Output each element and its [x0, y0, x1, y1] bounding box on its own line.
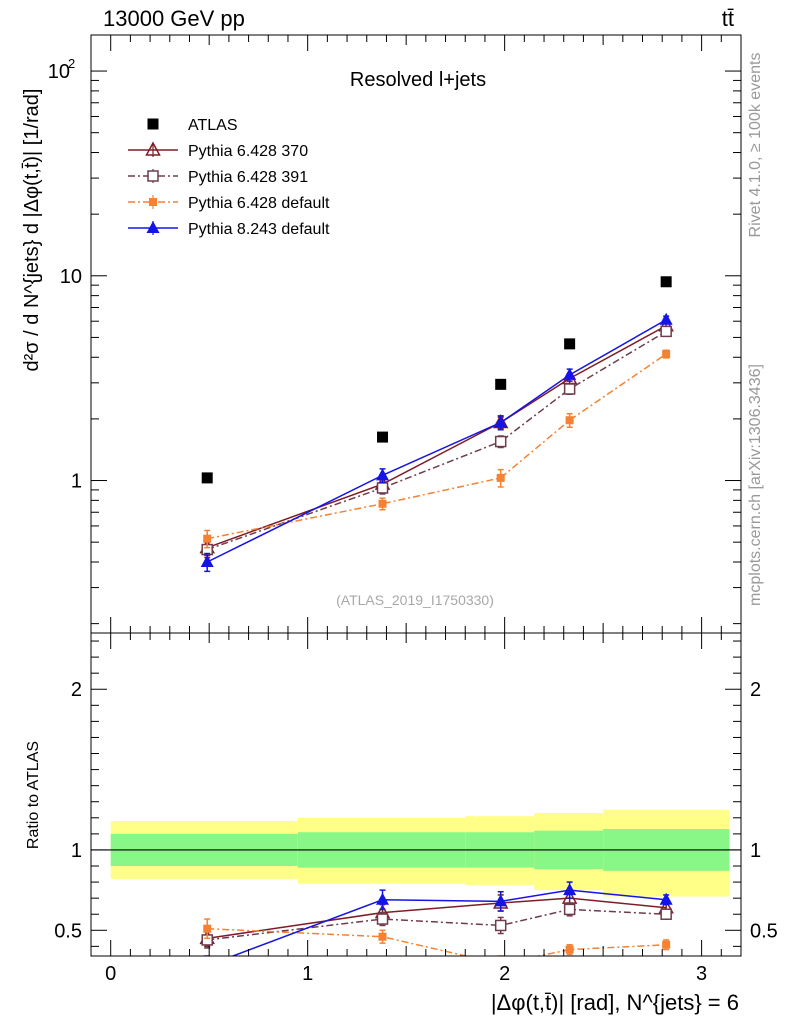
main-point-pythia-6-428-391 — [494, 435, 507, 448]
main-title: Resolved l+jets — [350, 69, 486, 91]
legend-marker-pythia-6-428-391 — [147, 170, 159, 182]
ratio-point-pythia-6-428-391 — [494, 919, 507, 932]
ratio-point-pythia-6-428-default — [378, 932, 387, 941]
ratio-y-tick-label: 2 — [71, 679, 82, 701]
main-point-pythia-6-428-391 — [563, 383, 576, 395]
main-point-pythia-8-243-default — [200, 554, 214, 567]
ratio-y-axis: 0.5 0.5 1 1 2 2 — [54, 640, 778, 947]
ratio-point-pythia-8-243-default — [376, 892, 390, 905]
main-point-pythia-6-428-default — [203, 534, 212, 543]
legend-marker-pythia-8-243-default — [146, 221, 160, 233]
main-y-tick-label-exp: 2 — [68, 56, 75, 71]
energy-label: 13000 GeV pp — [103, 6, 245, 31]
main-point-pythia-8-243-default — [376, 468, 390, 481]
legend-label-pythia-6-428-391: Pythia 6.428 391 — [188, 169, 308, 186]
main-line-pythia-6-428-391 — [206, 330, 667, 551]
main-point-pythia-8-243-default — [659, 312, 673, 325]
main-point-pythia-6-428-391 — [376, 482, 389, 494]
main-point-pythia-6-428-391 — [660, 325, 672, 338]
ratio-x-tick-label: 2 — [499, 963, 510, 985]
ratio-frame — [90, 632, 742, 957]
main-point-atlas — [377, 431, 389, 443]
ratio-y-tick-label-right: 0.5 — [750, 920, 778, 942]
main-point-atlas — [201, 472, 213, 484]
ratio-x-axis: 0 1 2 3 — [105, 633, 742, 985]
ratio-x-tick-label: 3 — [696, 963, 707, 985]
process-label: tt̄ — [722, 6, 734, 31]
ratio-point-pythia-8-243-default — [563, 883, 577, 896]
ratio-point-pythia-8-243-default — [659, 892, 673, 905]
main-point-pythia-8-243-default — [494, 415, 508, 428]
legend-marker-pythia-6-428-default — [149, 198, 157, 206]
main-point-atlas — [564, 338, 576, 350]
ratio-point-pythia-6-428-default — [203, 924, 212, 933]
ratio-ylabel: Ratio to ATLAS — [25, 741, 42, 849]
ratio-data-layer — [91, 809, 741, 956]
ratio-line-pythia-6-428-391 — [207, 908, 667, 941]
rivet-label: Rivet 4.1.0, ≥ 100k events — [747, 53, 764, 238]
main-y-tick-label: 10 — [48, 61, 70, 83]
ratio-xlabel: |Δφ(t,t̄)| [rad], N^{jets} = 6 — [491, 990, 739, 1015]
ratio-x-tick-label: 0 — [105, 963, 116, 985]
main-point-atlas — [660, 276, 672, 288]
main-y-tick-label: 1 — [71, 471, 82, 493]
ratio-point-pythia-6-428-default — [565, 945, 574, 954]
main-x-axis — [110, 35, 742, 633]
main-point-pythia-6-428-default — [496, 473, 505, 482]
ratio-y-tick-label: 0.5 — [54, 920, 82, 942]
ratio-y-tick-label: 1 — [71, 840, 82, 862]
main-point-pythia-6-428-default — [565, 416, 574, 425]
ratio-panel: Ratio to ATLAS |Δφ(t,t̄)| [rad], N^{jets… — [25, 632, 778, 1015]
main-point-pythia-6-428-default — [378, 499, 387, 508]
ratio-y-tick-label-right: 2 — [750, 679, 761, 701]
ratio-point-pythia-6-428-391 — [563, 903, 576, 916]
legend-label-pythia-6-428-370: Pythia 6.428 370 — [188, 143, 308, 160]
legend-label-pythia-8-243-default: Pythia 8.243 default — [188, 221, 330, 238]
ratio-point-pythia-6-428-391 — [376, 913, 389, 925]
legend-marker-atlas — [147, 118, 159, 130]
ratio-x-tick-label: 1 — [302, 963, 313, 985]
main-point-pythia-6-428-default — [662, 349, 671, 358]
legend: ATLAS Pythia 6.428 370 Pythia 6.428 391 Pyt… — [128, 117, 330, 238]
ratio-line-pythia-6-428-370 — [207, 897, 667, 940]
main-line-pythia-6-428-default — [207, 353, 667, 540]
main-y-tick-label: 10 — [60, 266, 82, 288]
analysis-id: (ATLAS_2019_I1750330) — [336, 592, 494, 608]
main-ylabel: d²σ / d N^{jets} d |Δφ(t,t̄)| [1/rad] — [21, 89, 43, 372]
mcplots-label: mcplots.cern.ch [arXiv:1306.3436] — [747, 364, 764, 606]
ratio-point-pythia-6-428-default — [662, 940, 671, 949]
legend-label-pythia-6-428-default: Pythia 6.428 default — [188, 195, 330, 212]
main-point-pythia-8-243-default — [563, 367, 577, 380]
legend-marker-pythia-6-428-370 — [145, 141, 161, 156]
main-point-atlas — [495, 378, 507, 390]
ratio-point-pythia-6-428-391 — [660, 908, 672, 920]
ratio-y-tick-label-right: 1 — [750, 840, 761, 862]
ratio-line-pythia-6-428-default — [207, 927, 667, 956]
ratio-point-pythia-8-243-default — [494, 894, 508, 907]
main-panel: Resolved l+jets (ATLAS_2019_I1750330) AT… — [21, 34, 742, 634]
main-data-layer — [199, 276, 674, 573]
legend-label-atlas: ATLAS — [188, 117, 238, 134]
